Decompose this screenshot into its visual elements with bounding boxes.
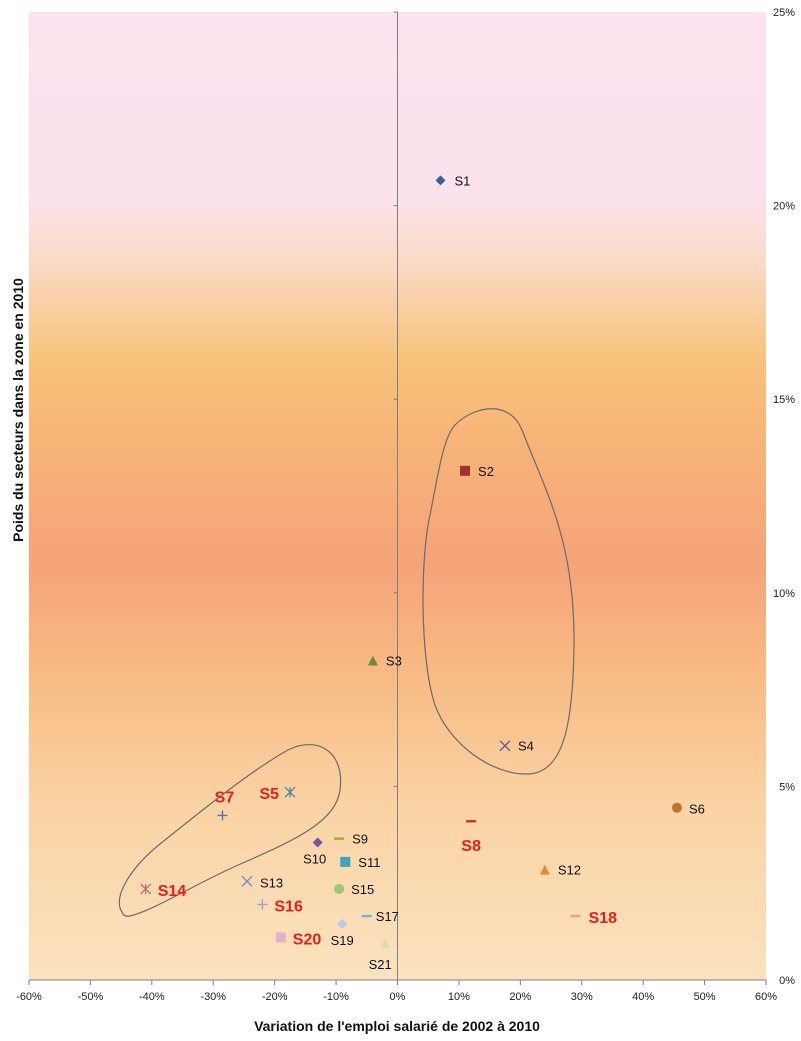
x-tick-label: 0% [390, 991, 406, 1003]
data-point-s13 [241, 875, 253, 887]
point-label-s5: S5 [259, 786, 279, 803]
data-point-s17 [361, 914, 372, 918]
data-point-s19 [337, 918, 348, 929]
data-point-s14 [140, 883, 152, 895]
point-label-s11: S11 [358, 855, 380, 870]
point-label-s4: S4 [518, 739, 534, 754]
point-label-s15: S15 [351, 882, 374, 897]
x-tick-label: -50% [78, 991, 104, 1003]
data-point-s21 [380, 938, 391, 949]
data-point-s5 [284, 786, 296, 798]
x-tick-label: 20% [509, 991, 531, 1003]
x-tick-label: -30% [200, 991, 226, 1003]
data-point-s6 [671, 802, 682, 813]
point-label-s21: S21 [369, 957, 392, 972]
x-tick-label: -20% [262, 991, 288, 1003]
data-point-s2 [460, 465, 471, 476]
y-axis-title: Poids du secteurs dans la zone en 2010 [10, 278, 26, 542]
x-tick-label: -10% [323, 991, 349, 1003]
data-point-s20 [275, 932, 286, 943]
data-point-s18 [570, 914, 581, 918]
x-tick-label: 30% [571, 991, 593, 1003]
y-tick-label: 20% [773, 201, 795, 213]
point-label-s10: S10 [303, 852, 326, 867]
x-tick-label: 40% [632, 991, 654, 1003]
x-tick-label: 50% [694, 991, 716, 1003]
y-tick-label: 25% [773, 7, 795, 19]
data-point-s1 [435, 175, 446, 186]
point-label-s19: S19 [331, 933, 354, 948]
point-label-s3: S3 [386, 654, 402, 669]
point-label-s2: S2 [478, 464, 494, 479]
data-point-s10 [312, 837, 323, 848]
point-label-s16: S16 [274, 898, 303, 915]
data-point-s3 [367, 655, 378, 666]
x-tick-label: 60% [755, 991, 777, 1003]
point-label-s20: S20 [293, 931, 322, 948]
data-point-s15 [334, 884, 345, 895]
data-point-s9 [334, 837, 345, 840]
cluster-loop [118, 744, 342, 917]
point-label-s6: S6 [689, 802, 705, 817]
y-tick-label: 10% [773, 588, 795, 600]
data-point-s11 [340, 856, 351, 867]
data-point-s7 [217, 810, 228, 821]
x-tick-label: -60% [16, 991, 42, 1003]
data-point-s16 [257, 899, 268, 910]
cluster-loop [422, 408, 575, 775]
point-label-s17: S17 [376, 909, 399, 924]
data-point-s8 [466, 820, 477, 823]
y-tick-label: 5% [779, 781, 795, 793]
point-label-s1: S1 [454, 173, 470, 188]
point-label-s13: S13 [260, 875, 283, 890]
y-tick-label: 15% [773, 394, 795, 406]
x-tick-label: -40% [139, 991, 165, 1003]
x-tick-label: 10% [448, 991, 470, 1003]
point-label-s12: S12 [558, 863, 581, 878]
data-point-s12 [539, 864, 550, 875]
data-point-s4 [499, 740, 511, 752]
point-label-s9: S9 [352, 832, 368, 847]
x-axis-title: Variation de l'emploi salarié de 2002 à … [254, 1018, 540, 1034]
point-label-s18: S18 [589, 910, 618, 927]
y-tick-label: 0% [779, 975, 795, 987]
point-label-s8: S8 [461, 838, 481, 855]
point-label-s14: S14 [158, 883, 187, 900]
point-label-s7: S7 [215, 789, 235, 806]
